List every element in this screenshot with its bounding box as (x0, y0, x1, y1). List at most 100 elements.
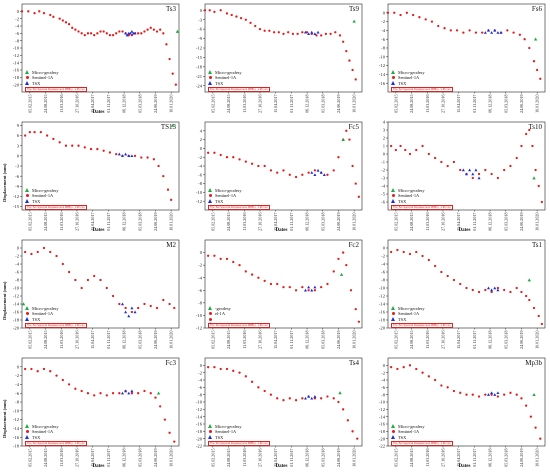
sentinel-point (115, 32, 118, 35)
legend-label: Micro-geodesy (398, 424, 425, 429)
sentinel-point (42, 12, 46, 15)
sentinel-point (348, 138, 351, 141)
y-tick-label: -4 (381, 28, 386, 33)
sentinel-point (93, 34, 96, 37)
sentinel-point (539, 437, 542, 440)
legend-entry: Micro-geodesy (391, 424, 425, 429)
sentinel-point (89, 147, 93, 151)
sentinel-point (99, 30, 102, 33)
tsx-point (465, 172, 468, 176)
sentinel-point (238, 158, 241, 161)
sentinel-point (291, 32, 295, 36)
y-tick-label: 0 (383, 363, 386, 368)
x-tick-label: 11.03.2016 (59, 449, 64, 467)
chart-legend: Micro-geodesy Sentinel-1A TSX (391, 188, 425, 204)
x-tick-label: 27.10.2016 (74, 95, 79, 113)
sentinel-point (320, 285, 323, 289)
sentinel-point (159, 405, 162, 408)
sentinel-point (515, 286, 518, 290)
tsx-point (130, 30, 134, 33)
x-tick-label: 24.06.2019 (519, 449, 524, 467)
y-tick-label: -20 (13, 82, 20, 87)
y-tick-label: -22 (379, 444, 386, 449)
y-tick-label: -10 (196, 313, 203, 318)
tsx-point (313, 285, 317, 289)
sentinel-point (282, 285, 285, 289)
tsx-point (319, 171, 323, 174)
legend-entry: Sentinel-1A (25, 311, 59, 316)
y-tick-label: -18 (13, 75, 20, 80)
sentinel-point (143, 302, 146, 306)
legend-entry: Micro-geodesy (391, 306, 425, 311)
sentinel-point (452, 278, 456, 282)
sentinel-point (324, 32, 328, 36)
tsx-point (127, 391, 131, 395)
sentinel-point (263, 389, 266, 393)
sentinel-point (162, 32, 165, 35)
chart-title: Ts3 (165, 5, 176, 13)
sentinel-point (174, 83, 178, 86)
sentinel-point (389, 366, 393, 369)
x-axis-label: Dates (92, 464, 105, 469)
sentinel-point (124, 306, 127, 310)
y-tick-label: 0 (383, 246, 386, 251)
sentinel-legend-icon (391, 429, 396, 434)
sentinel-point (354, 182, 357, 185)
sentinel-legend-icon (208, 429, 213, 434)
legend-label: el-1A (215, 311, 225, 317)
y-tick-label: -8 (381, 392, 386, 397)
sentinel-point (238, 263, 241, 267)
x-tick-label: 11.03.2016 (242, 449, 247, 467)
x-tick-label: 06.12.2018 (488, 449, 493, 467)
sentinel-point (490, 290, 493, 294)
x-tick-label: 05.02.2015 (393, 95, 398, 113)
x-tick-label: 10.01.2020 (169, 213, 174, 231)
legend-label: Micro-geodesy (32, 70, 59, 75)
x-axis-label: Dates (92, 110, 105, 115)
sentinel-point (421, 144, 424, 148)
y-tick-label: -6 (15, 391, 20, 396)
tsx-point (303, 30, 307, 34)
y-tick-label: -6 (198, 27, 203, 32)
x-tick-label: 10.01.2020 (352, 331, 357, 349)
y-tick-label: -3 (381, 176, 386, 181)
y-tick-label: -2 (381, 254, 386, 259)
y-tick-label: -16 (13, 68, 20, 73)
info-note: The Ts4 Spectral Displacement MBB p. 1.9… (25, 87, 87, 92)
sentinel-point (213, 254, 216, 257)
chart-legend: Micro-geodesy Sentinel-1A TSX (25, 306, 59, 322)
sentinel-point (250, 273, 254, 276)
sentinel-point (518, 33, 522, 36)
y-tick-label: -12 (196, 199, 203, 204)
legend-label: TSX (215, 434, 224, 440)
sentinel-point (232, 369, 235, 372)
x-tick-label: 05.03.2018 (320, 95, 325, 113)
sentinel-point (427, 258, 430, 262)
sentinel-point (427, 375, 430, 378)
tsx-point (307, 32, 311, 36)
sentinel-point (206, 151, 210, 154)
y-tick-label: -3 (15, 164, 20, 169)
x-tick-label: 24.06.2019 (336, 449, 341, 467)
x-tick-label: 05.03.2018 (503, 95, 508, 113)
chart-panel-ts3: 0 -2 -4 -6 -8 -10 -12 -14 -16 -18 -20 05.02.2015 24.… (0, 0, 183, 118)
x-tick-label: 06.12.2018 (122, 213, 127, 231)
y-tick-label: -6 (198, 172, 203, 177)
sentinel-point (272, 31, 276, 34)
sentinel-point (130, 310, 134, 314)
sentinel-point (20, 10, 24, 13)
chart-title: Ts4 (348, 359, 359, 367)
sentinel-point (389, 250, 393, 254)
y-tick-label: -6 (381, 270, 386, 275)
legend-entry: Sentinel-1A (208, 429, 242, 434)
tsx-point (493, 28, 497, 32)
y-tick-label: -14 (13, 302, 20, 307)
sentinel-point (404, 148, 407, 152)
sentinel-point (250, 380, 254, 383)
sentinel-point (536, 68, 539, 72)
sentinel-point (225, 156, 229, 159)
tsx-point (120, 154, 124, 158)
sentinel-point (506, 29, 509, 32)
x-tick-label: 15.04.2017 (273, 449, 278, 467)
tsx-point (499, 31, 503, 34)
